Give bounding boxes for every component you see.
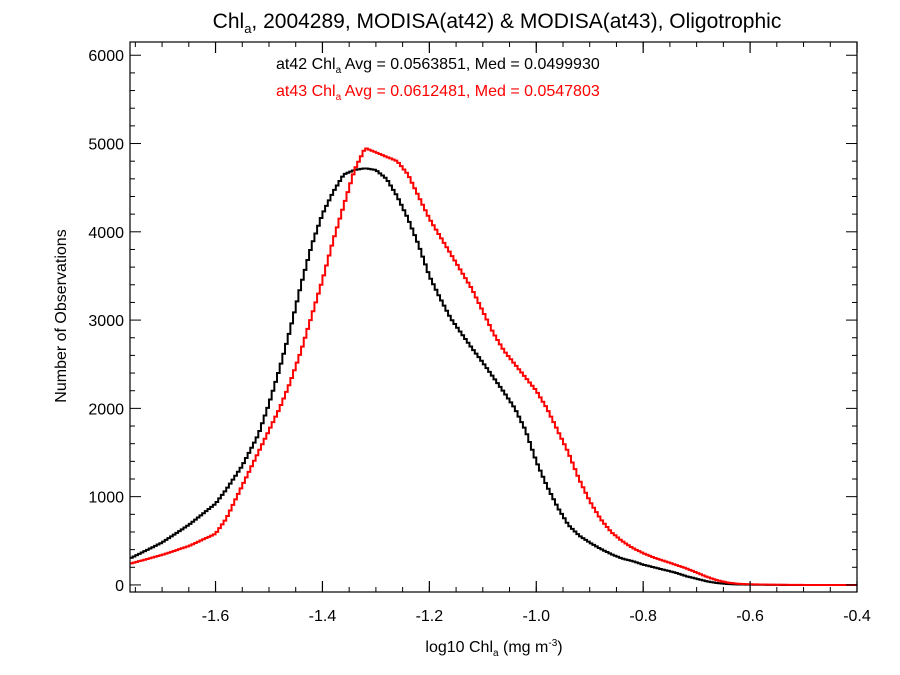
chart-title: Chla, 2004289, MODISA(at42) & MODISA(at4…	[213, 10, 782, 36]
y-tick-label: 1000	[88, 490, 124, 507]
y-axis-label: Number of Observations	[53, 229, 70, 402]
y-tick-label: 0	[115, 578, 124, 595]
x-axis-label: log10 Chla (mg m-3)	[425, 638, 562, 659]
x-tick-label: -0.4	[843, 608, 871, 625]
x-tick-label: -1.0	[522, 608, 550, 625]
series-layer	[130, 147, 857, 586]
x-tick-label: -1.6	[202, 608, 230, 625]
plot-frame	[129, 41, 858, 593]
y-tick-label: 3000	[88, 313, 124, 330]
x-tick-label: -1.2	[416, 608, 444, 625]
y-tick-label: 5000	[88, 137, 124, 154]
axis-ticks: -1.6 -1.4 -1.2 -1.0 -0.8 -0.6 -0.4 0 1000 2000 300…	[88, 42, 871, 625]
annotation-at43: at43 Chla Avg = 0.0612481, Med = 0.05478…	[276, 83, 600, 103]
y-tick-label: 4000	[88, 225, 124, 242]
y-tick-label: 6000	[88, 48, 124, 65]
x-tick-label: -1.4	[309, 608, 337, 625]
annotation-at42: at42 Chla Avg = 0.0563851, Med = 0.04999…	[276, 56, 600, 76]
x-tick-label: -0.8	[629, 608, 657, 625]
series-0-line	[130, 167, 857, 586]
x-tick-label: -0.6	[736, 608, 764, 625]
series-1-line	[130, 147, 857, 586]
y-tick-label: 2000	[88, 401, 124, 418]
